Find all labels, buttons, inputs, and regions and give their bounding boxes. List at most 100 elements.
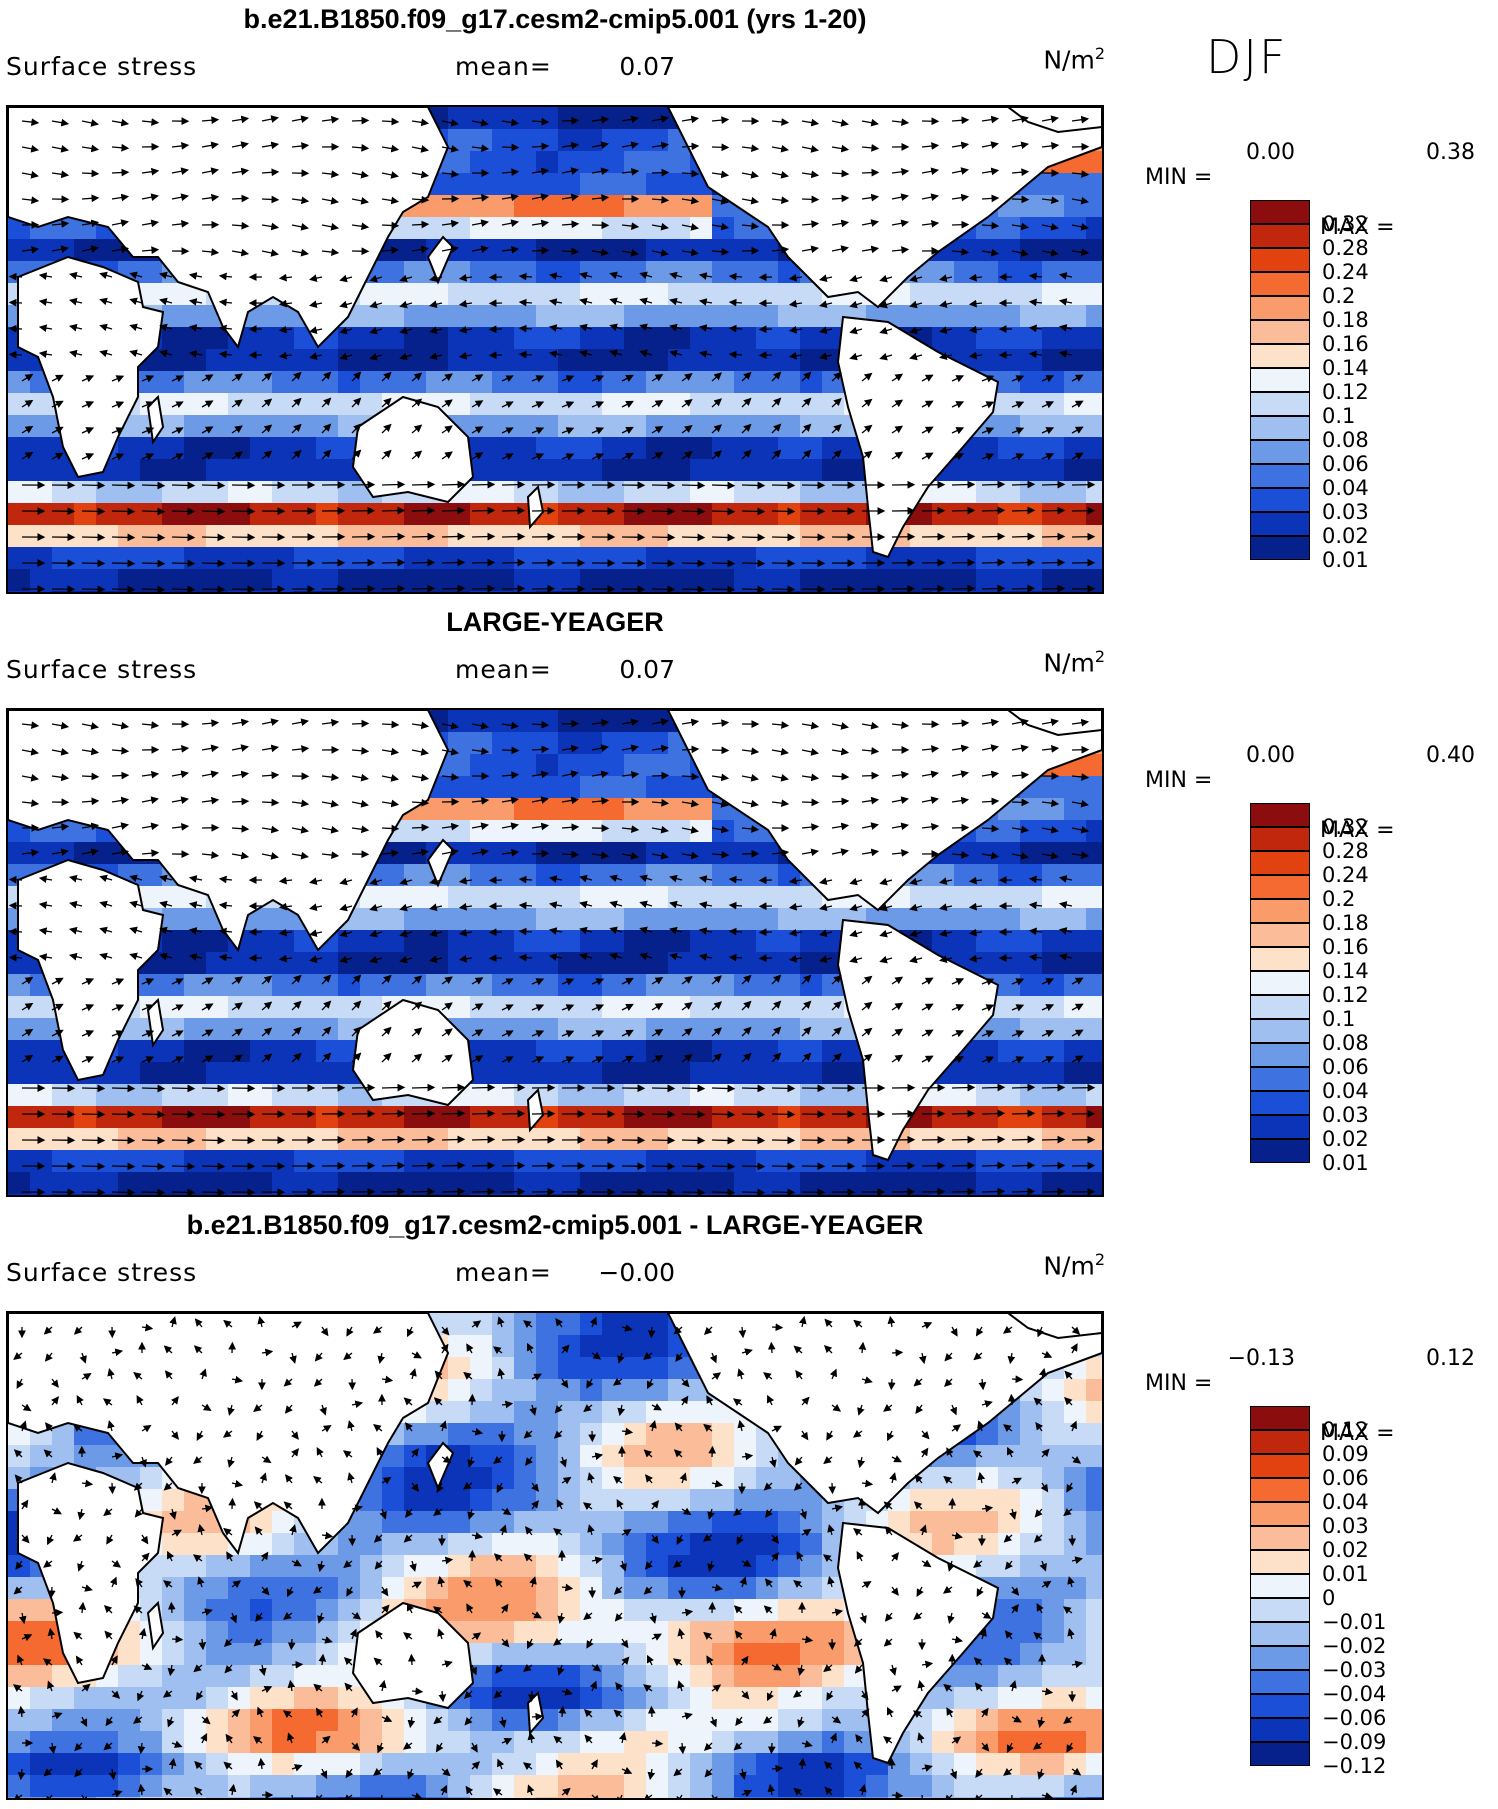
stress-vector	[819, 274, 833, 283]
field-cell	[646, 415, 669, 438]
stress-vector	[561, 116, 580, 125]
field-cell	[778, 1753, 801, 1776]
field-cell	[250, 481, 273, 504]
stress-vector	[801, 195, 820, 204]
field-cell	[800, 996, 823, 1019]
field-cell	[1086, 1687, 1102, 1710]
field-cell	[822, 1687, 845, 1710]
stress-vector	[548, 298, 563, 306]
stress-vector	[681, 115, 700, 124]
stress-vector	[411, 118, 430, 127]
field-cell	[448, 327, 471, 350]
field-cell	[294, 371, 317, 394]
stress-vector	[771, 1323, 784, 1332]
stress-vector	[1071, 196, 1089, 205]
min-max-readout: MIN = 0.00 MAX = 0.38	[1145, 140, 1495, 290]
stress-vector	[171, 1188, 196, 1195]
field-cell	[140, 1731, 163, 1754]
stress-vector	[1028, 298, 1043, 307]
field-cell	[822, 1797, 845, 1798]
field-cell	[52, 591, 75, 592]
field-cell	[360, 1753, 383, 1776]
field-cell	[1020, 1194, 1043, 1195]
field-cell	[624, 173, 647, 196]
stress-vector	[1011, 1187, 1036, 1195]
stress-vector	[141, 507, 166, 516]
field-cell	[426, 1489, 449, 1512]
field-cell	[250, 305, 273, 328]
field-cell	[580, 930, 603, 953]
mean-label: mean=	[455, 655, 552, 684]
field-cell	[360, 1194, 383, 1195]
field-cell	[998, 217, 1021, 240]
field-cell	[668, 820, 691, 843]
stress-vector	[261, 115, 279, 123]
stress-vector	[1058, 298, 1073, 306]
stress-vector	[831, 219, 850, 228]
stress-vector	[81, 481, 106, 490]
field-cell	[316, 1106, 339, 1129]
field-cell	[778, 1040, 801, 1063]
field-cell	[580, 371, 603, 394]
field-cell	[1042, 173, 1065, 196]
field-cell	[998, 1687, 1021, 1710]
field-cell	[756, 437, 779, 460]
field-cell	[822, 503, 845, 526]
stress-vector	[501, 143, 520, 152]
field-cell	[470, 754, 493, 777]
field-cell	[668, 1445, 691, 1468]
field-cell	[382, 327, 405, 350]
field-cell	[426, 908, 449, 931]
field-cell	[118, 1687, 141, 1710]
field-cell	[1064, 1194, 1087, 1195]
stress-vector	[141, 1084, 166, 1093]
field-cell	[30, 393, 53, 416]
field-cell	[800, 1150, 823, 1173]
field-cell	[184, 1731, 207, 1754]
field-cell	[800, 1643, 823, 1666]
field-cell	[448, 1709, 471, 1732]
field-cell	[800, 1577, 823, 1600]
field-cell	[52, 1775, 75, 1798]
stress-vector	[861, 245, 880, 254]
field-cell	[998, 1423, 1021, 1446]
stress-vector	[141, 1136, 166, 1145]
field-cell	[470, 1313, 493, 1336]
stress-vector	[231, 115, 250, 124]
field-cell	[1020, 1467, 1043, 1490]
field-cell	[800, 503, 823, 526]
stress-vector	[441, 1083, 466, 1092]
field-cell	[624, 371, 647, 394]
field-cell	[492, 754, 515, 777]
field-cell	[624, 1577, 647, 1600]
field-cell	[756, 1533, 779, 1556]
field-cell	[382, 886, 405, 909]
field-cell	[118, 547, 141, 570]
stress-vector	[501, 245, 520, 254]
field-cell	[954, 261, 977, 284]
field-cell	[514, 1599, 537, 1622]
stress-vector	[711, 481, 736, 490]
field-cell	[492, 1665, 515, 1688]
field-cell	[294, 1150, 317, 1173]
field-cell	[272, 1018, 295, 1041]
field-cell	[1020, 908, 1043, 931]
field-cell	[1086, 217, 1102, 240]
field-cell	[998, 1797, 1021, 1798]
field-cell	[30, 1062, 53, 1085]
field-cell	[668, 1379, 691, 1402]
field-cell	[602, 1150, 625, 1173]
field-cell	[184, 1150, 207, 1173]
field-cell	[360, 952, 383, 975]
stress-vector	[819, 300, 833, 309]
field-cell	[8, 1445, 31, 1468]
field-cell	[1020, 1018, 1043, 1041]
colorbar-tick-label: 0.14	[1322, 356, 1369, 380]
field-cell	[998, 503, 1021, 526]
field-cell	[646, 349, 669, 372]
field-cell	[492, 591, 515, 592]
field-cell	[250, 393, 273, 416]
field-cell	[294, 1018, 317, 1041]
field-cell	[668, 591, 691, 592]
field-cell	[162, 371, 185, 394]
